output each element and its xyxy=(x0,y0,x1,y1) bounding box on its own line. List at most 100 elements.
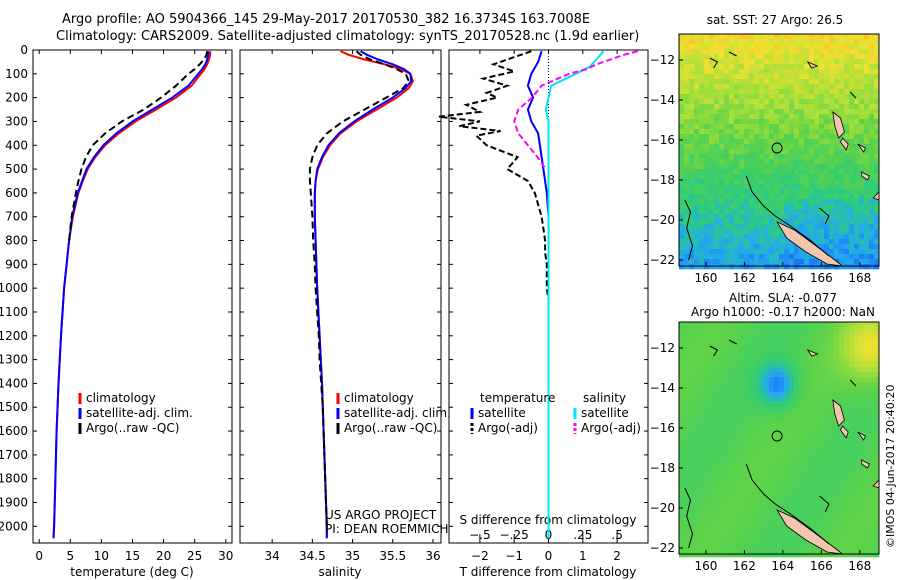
sla-map-cell xyxy=(819,442,825,448)
sla-map-cell xyxy=(874,392,880,398)
sla-map-cell xyxy=(744,502,750,508)
sst-map-cell xyxy=(754,44,760,50)
sla-map-cell xyxy=(814,347,820,353)
sla-map-cell xyxy=(759,352,765,358)
sla-map-cell xyxy=(834,552,840,558)
sst-map-cell xyxy=(859,164,865,170)
sla-map-cell xyxy=(704,362,710,368)
sst-map-cell xyxy=(699,184,705,190)
sla-map-cell xyxy=(809,327,815,333)
sst-map-cell xyxy=(829,99,835,105)
sst-map-cell xyxy=(739,144,745,150)
sla-map-cell xyxy=(759,487,765,493)
sla-map-cell xyxy=(699,527,705,533)
sst-map-cell xyxy=(794,49,800,55)
sst-map-cell xyxy=(824,234,830,240)
sst-map-cell xyxy=(824,249,830,255)
sla-map-cell xyxy=(799,357,805,363)
sst-map-cell xyxy=(874,104,880,110)
sla-map-cell xyxy=(854,412,860,418)
sla-map-cell xyxy=(754,437,760,443)
sla-map-cell xyxy=(834,447,840,453)
sst-map-cell xyxy=(749,109,755,115)
sst-map-cell xyxy=(684,234,690,240)
sst-map-cell xyxy=(814,89,820,95)
sla-map-cell xyxy=(804,337,810,343)
sst-map-cell xyxy=(864,204,870,210)
sla-map-cell xyxy=(854,552,860,558)
sla-map-cell xyxy=(814,417,820,423)
sst-map-cell xyxy=(859,119,865,125)
sla-map-cell xyxy=(729,357,735,363)
sst-map-cell xyxy=(744,239,750,245)
sst-map-cell xyxy=(724,44,730,50)
sst-map-cell xyxy=(754,94,760,100)
sst-map-cell xyxy=(759,254,765,260)
sst-map-cell xyxy=(684,84,690,90)
sst-map-cell xyxy=(704,254,710,260)
sst-map-cell xyxy=(834,194,840,200)
sst-map-cell xyxy=(829,194,835,200)
sla-map-cell xyxy=(774,337,780,343)
sst-map-cell xyxy=(764,54,770,60)
sst-map-cell xyxy=(814,164,820,170)
sst-map-cell xyxy=(839,64,845,70)
sst-map-cell xyxy=(874,169,880,175)
sst-map-cell xyxy=(844,104,850,110)
sla-map-cell xyxy=(769,512,775,518)
sla-map-cell xyxy=(699,517,705,523)
sla-map-cell xyxy=(859,367,865,373)
sst-map-cell xyxy=(869,54,875,60)
sla-map-cell xyxy=(799,382,805,388)
sst-map-cell xyxy=(774,74,780,80)
sla-map-cell xyxy=(714,412,720,418)
sla-map-cell xyxy=(734,502,740,508)
sst-map-cell xyxy=(694,99,700,105)
sst-map-cell xyxy=(869,164,875,170)
sst-map-cell xyxy=(719,259,725,265)
sst-map-cell xyxy=(824,69,830,75)
sst-map-cell xyxy=(809,59,815,65)
sst-map-cell xyxy=(754,264,760,270)
sla-map-cell xyxy=(804,552,810,558)
sst-map-cell xyxy=(684,139,690,145)
sla-map-cell xyxy=(849,352,855,358)
sla-map-cell xyxy=(794,537,800,543)
sst-map-cell xyxy=(819,219,825,225)
sst-map-cell xyxy=(684,59,690,65)
sla-map-cell xyxy=(819,332,825,338)
sst-map-cell xyxy=(754,49,760,55)
sla-map-cell xyxy=(844,487,850,493)
depth-tick-label: 2000 xyxy=(0,519,28,533)
sst-map-cell xyxy=(709,239,715,245)
temperature-axes xyxy=(32,49,233,544)
sst-map-cell xyxy=(759,124,765,130)
sst-map-cell xyxy=(814,84,820,90)
sst-map-cell xyxy=(849,64,855,70)
sla-map-cell xyxy=(754,472,760,478)
sla-map-cell xyxy=(689,402,695,408)
sla-map-cell xyxy=(834,337,840,343)
sst-map-cell xyxy=(754,124,760,130)
sst-map-cell xyxy=(679,149,685,155)
sla-map-cell xyxy=(699,392,705,398)
sst-map-cell xyxy=(789,154,795,160)
depth-tick-label: 900 xyxy=(5,257,28,271)
sla-map-cell xyxy=(849,422,855,428)
sla-map-cell xyxy=(699,442,705,448)
sla-map-cell xyxy=(864,407,870,413)
sla-map-cell xyxy=(864,367,870,373)
sla-map-cell xyxy=(784,442,790,448)
sst-map-cell xyxy=(679,244,685,250)
sst-map-cell xyxy=(864,169,870,175)
sla-map-cell xyxy=(849,482,855,488)
sst-map-cell xyxy=(734,209,740,215)
sst-map-cell xyxy=(824,244,830,250)
sla-map-cell xyxy=(769,332,775,338)
sla-map-cell xyxy=(744,492,750,498)
sst-map-cell xyxy=(849,49,855,55)
sla-map-cell xyxy=(814,467,820,473)
sst-map-cell xyxy=(869,259,875,265)
sla-map-cell xyxy=(819,532,825,538)
sla-map-cell xyxy=(709,527,715,533)
